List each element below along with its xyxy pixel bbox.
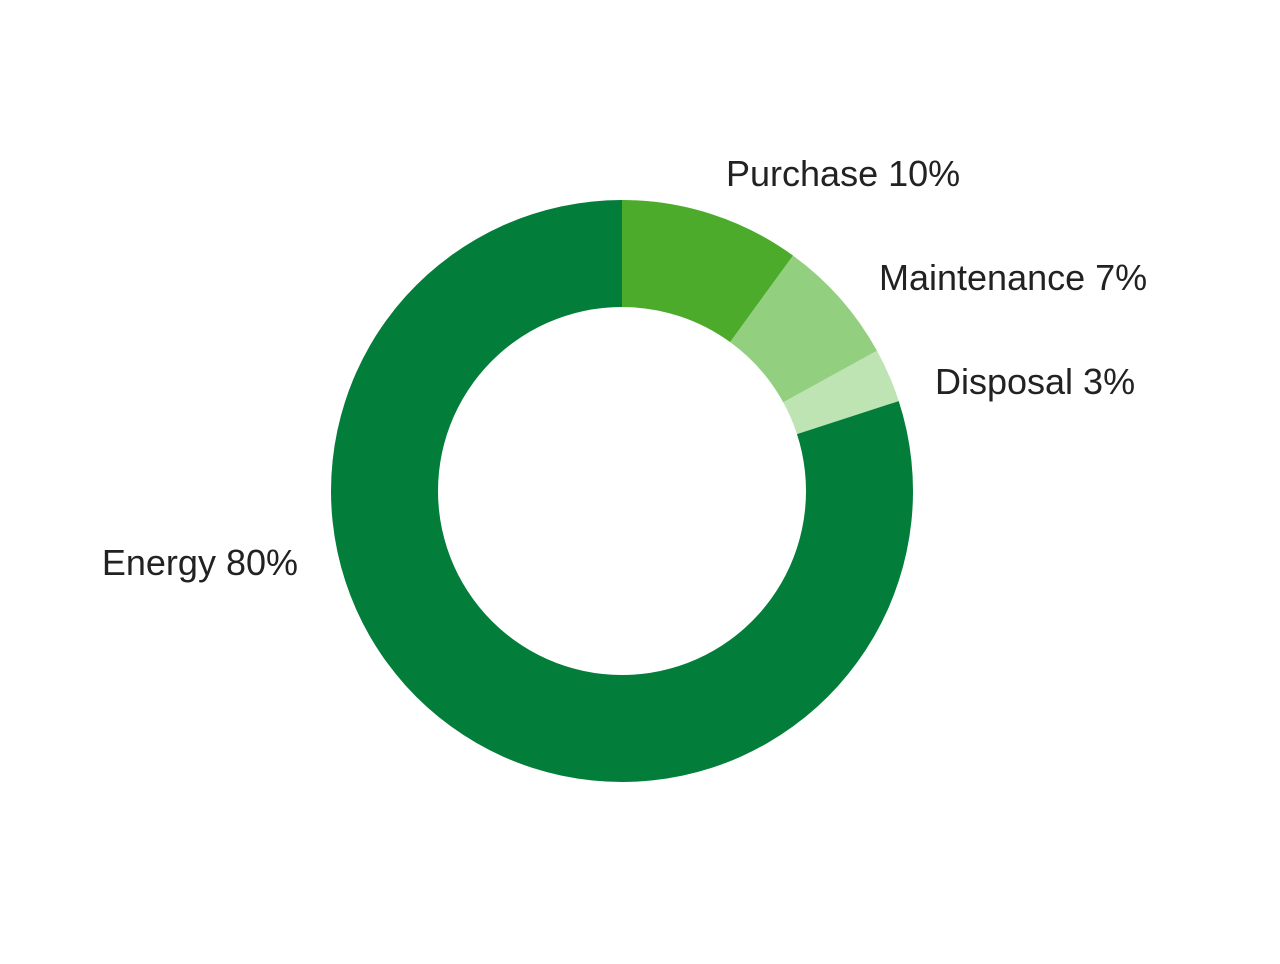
- slice-maintenance: [730, 255, 878, 403]
- slice-label-disposal: Disposal 3%: [935, 361, 1135, 402]
- slice-label-maintenance: Maintenance 7%: [879, 257, 1147, 298]
- slice-label-energy: Energy 80%: [102, 542, 298, 583]
- slice-disposal: [783, 350, 899, 435]
- slices-layer: [331, 200, 913, 782]
- labels-layer: Purchase 10% Maintenance 7% Disposal 3% Ene…: [102, 153, 1147, 583]
- slice-purchase: [622, 200, 794, 343]
- slice-energy: [331, 200, 913, 782]
- slice-label-purchase: Purchase 10%: [726, 153, 960, 194]
